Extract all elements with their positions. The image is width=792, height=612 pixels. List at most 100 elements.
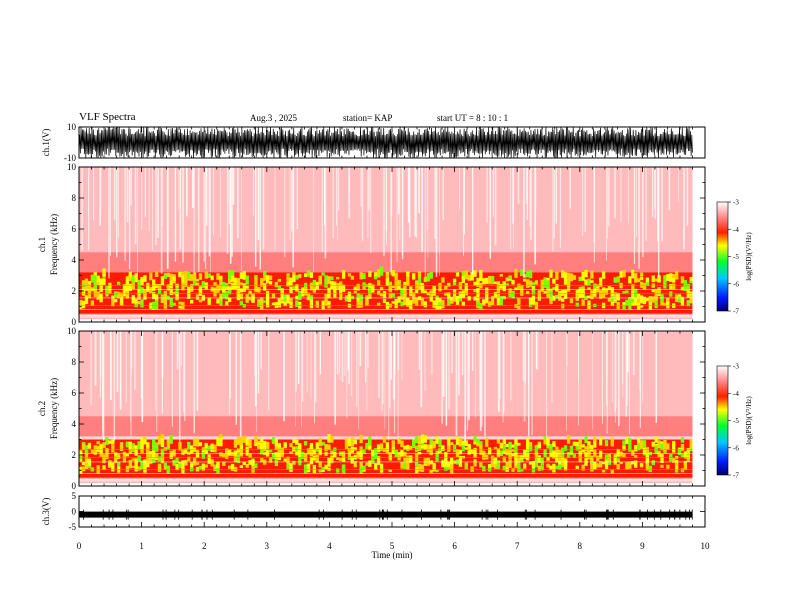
spectral-energy-patch [581,464,585,471]
spectral-energy-patch [385,277,390,284]
spectral-energy-patch [248,453,252,459]
spectral-energy-patch [286,281,290,287]
spectral-energy-patch [669,454,673,462]
spectral-energy-patch [473,441,477,445]
spectral-energy-patch [379,443,384,451]
spectral-energy-patch [207,273,211,278]
spectral-energy-patch [511,453,515,457]
spectral-energy-patch [631,290,635,299]
spectral-energy-patch [93,274,97,283]
spectral-energy-patch [496,448,501,456]
spectral-energy-patch [689,276,693,281]
spectral-energy-patch [201,463,206,471]
spectral-energy-patch [169,281,173,289]
spectral-energy-patch [84,295,89,305]
spectral-energy-patch [376,290,381,295]
spectral-energy-patch [216,298,220,304]
spectral-energy-patch [394,298,398,309]
spectral-energy-patch [636,296,641,305]
spectral-energy-patch [485,454,489,460]
spectral-energy-patch [105,436,109,445]
spectral-energy-patch [473,270,477,277]
spectral-energy-patch [672,283,676,290]
spectral-energy-patch [248,296,252,301]
spectral-energy-patch [90,449,95,454]
spectral-energy-patch [163,273,168,279]
spectral-energy-patch [689,446,693,452]
spectral-energy-patch [254,276,258,285]
spectral-energy-patch [473,281,477,286]
spectral-energy-patch [239,272,243,279]
spectral-energy-patch [587,278,591,286]
spectral-energy-patch [350,275,355,280]
spectral-energy-patch [417,463,422,472]
spectral-energy-patch [336,276,340,280]
spectral-energy-patch [631,450,635,456]
spectral-energy-patch [450,457,454,464]
spectral-energy-patch [295,439,299,445]
spectral-energy-patch [429,444,433,449]
spectral-energy-patch [669,273,673,282]
spectral-energy-patch [137,301,141,305]
colorbar-tick-label: -5 [733,417,739,425]
spectral-energy-patch [636,303,641,310]
spectral-energy-patch [301,288,305,294]
spectral-energy-patch [330,435,334,443]
spectral-energy-patch [116,281,121,285]
spectral-energy-patch [493,446,498,450]
spectral-energy-patch [517,298,521,305]
spectral-energy-patch [195,462,200,465]
spectral-energy-patch [575,465,579,469]
y-axis-label: ch.3(V) [41,498,51,526]
spectral-energy-patch [192,457,197,466]
spectral-energy-patch [511,444,515,448]
spectral-energy-patch [280,294,284,304]
spectral-energy-patch [260,300,264,310]
spectral-energy-patch [298,301,302,306]
spectral-energy-patch [87,442,92,449]
spectral-energy-patch [309,448,314,457]
spectral-energy-patch [587,287,591,290]
spectral-energy-patch [263,283,267,291]
spectral-energy-patch [254,463,258,469]
spectral-energy-patch [508,450,512,459]
spectral-energy-patch [397,279,401,287]
spectral-energy-patch [651,460,655,466]
spectral-energy-patch [622,440,626,449]
spectral-energy-patch [403,291,407,297]
x-tick-label: 5 [390,541,395,551]
spectral-energy-patch [245,463,249,468]
spectral-energy-patch [236,454,241,464]
spectral-energy-patch [587,450,591,460]
spectral-energy-patch [426,444,430,453]
spectral-energy-patch [549,290,553,299]
spectral-energy-patch [257,444,261,448]
spectral-energy-patch [403,461,407,470]
spectral-energy-patch [634,296,638,306]
spectral-energy-patch [152,438,156,444]
spectral-energy-patch [201,451,206,459]
spectral-energy-patch [181,448,185,456]
spectral-energy-patch [406,271,410,277]
spectral-energy-patch [523,449,527,459]
spectral-energy-patch [365,298,369,306]
spectral-energy-patch [119,298,124,306]
spectral-energy-patch [178,441,182,451]
spectral-energy-patch [496,453,501,458]
spectral-energy-patch [152,282,156,291]
spectral-energy-patch [648,296,652,305]
spectral-energy-patch [154,273,159,277]
spectral-energy-patch [362,449,366,454]
spectral-energy-patch [277,302,281,308]
spectral-energy-patch [248,439,252,449]
spectral-energy-patch [496,281,501,289]
spectral-energy-patch [271,440,276,444]
spectral-energy-patch [388,293,392,299]
spectral-energy-patch [654,296,658,302]
spectral-energy-patch [140,287,144,294]
spectral-energy-patch [318,461,322,468]
spectral-energy-patch [517,463,521,473]
spectral-energy-patch [651,275,655,283]
spectral-energy-patch [479,444,483,448]
spectral-energy-patch [429,438,433,446]
